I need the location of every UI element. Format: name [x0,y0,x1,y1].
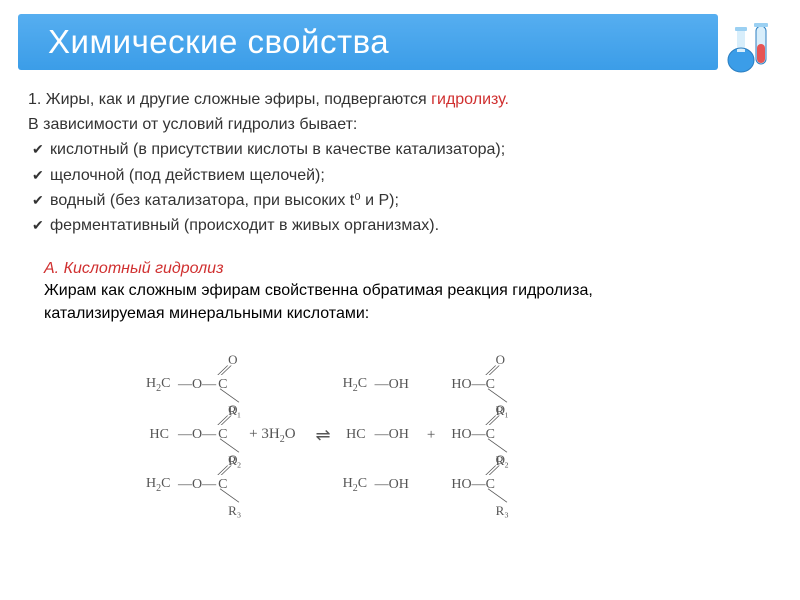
bullet-item: ферментативный (происходит в живых орган… [28,214,772,237]
triglyceride: H2C—O— O⁄⁄C＼R₁ HC—O— O⁄⁄C＼R₂ H2C—O— O⁄⁄C… [146,368,233,502]
equilibrium-arrow: ⇌ [312,425,331,446]
intro-line-2: В зависимости от условий гидролиз бывает… [28,113,772,136]
section-a-title: А. Кислотный гидролиз [44,258,604,280]
glycerol: H2C—OH HC—OH H2C—OH [343,368,411,502]
section-a-text: Жирам как сложным эфирам свойственна обр… [44,280,604,325]
fatty-acids: HO— O⁄⁄C＼R₁ HO— O⁄⁄C＼R₂ HO— O⁄⁄C＼R₃ [451,368,500,502]
intro-line-1: 1. Жиры, как и другие сложные эфиры, под… [28,88,772,111]
flask-icon [720,16,778,79]
body-text: 1. Жиры, как и другие сложные эфиры, под… [28,88,772,239]
intro-text-red: гидролизу. [431,91,509,108]
slide-title-bar: Химические свойства [18,14,718,70]
bullet-item: щелочной (под действием щелочей); [28,164,772,187]
section-a: А. Кислотный гидролиз Жирам как сложным … [44,258,604,325]
plus-water: + 3H2O [245,426,299,445]
bullet-item: кислотный (в присутствии кислоты в качес… [28,138,772,161]
plus-sign: + [423,427,439,444]
slide-title: Химические свойства [48,23,389,61]
bullet-list: кислотный (в присутствии кислоты в качес… [28,138,772,237]
chemical-equation: H2C—O— O⁄⁄C＼R₁ HC—O— O⁄⁄C＼R₂ H2C—O— O⁄⁄C… [146,368,501,502]
bullet-item: водный (без катализатора, при высоких t⁰… [28,189,772,212]
intro-text-a: 1. Жиры, как и другие сложные эфиры, под… [28,91,431,108]
